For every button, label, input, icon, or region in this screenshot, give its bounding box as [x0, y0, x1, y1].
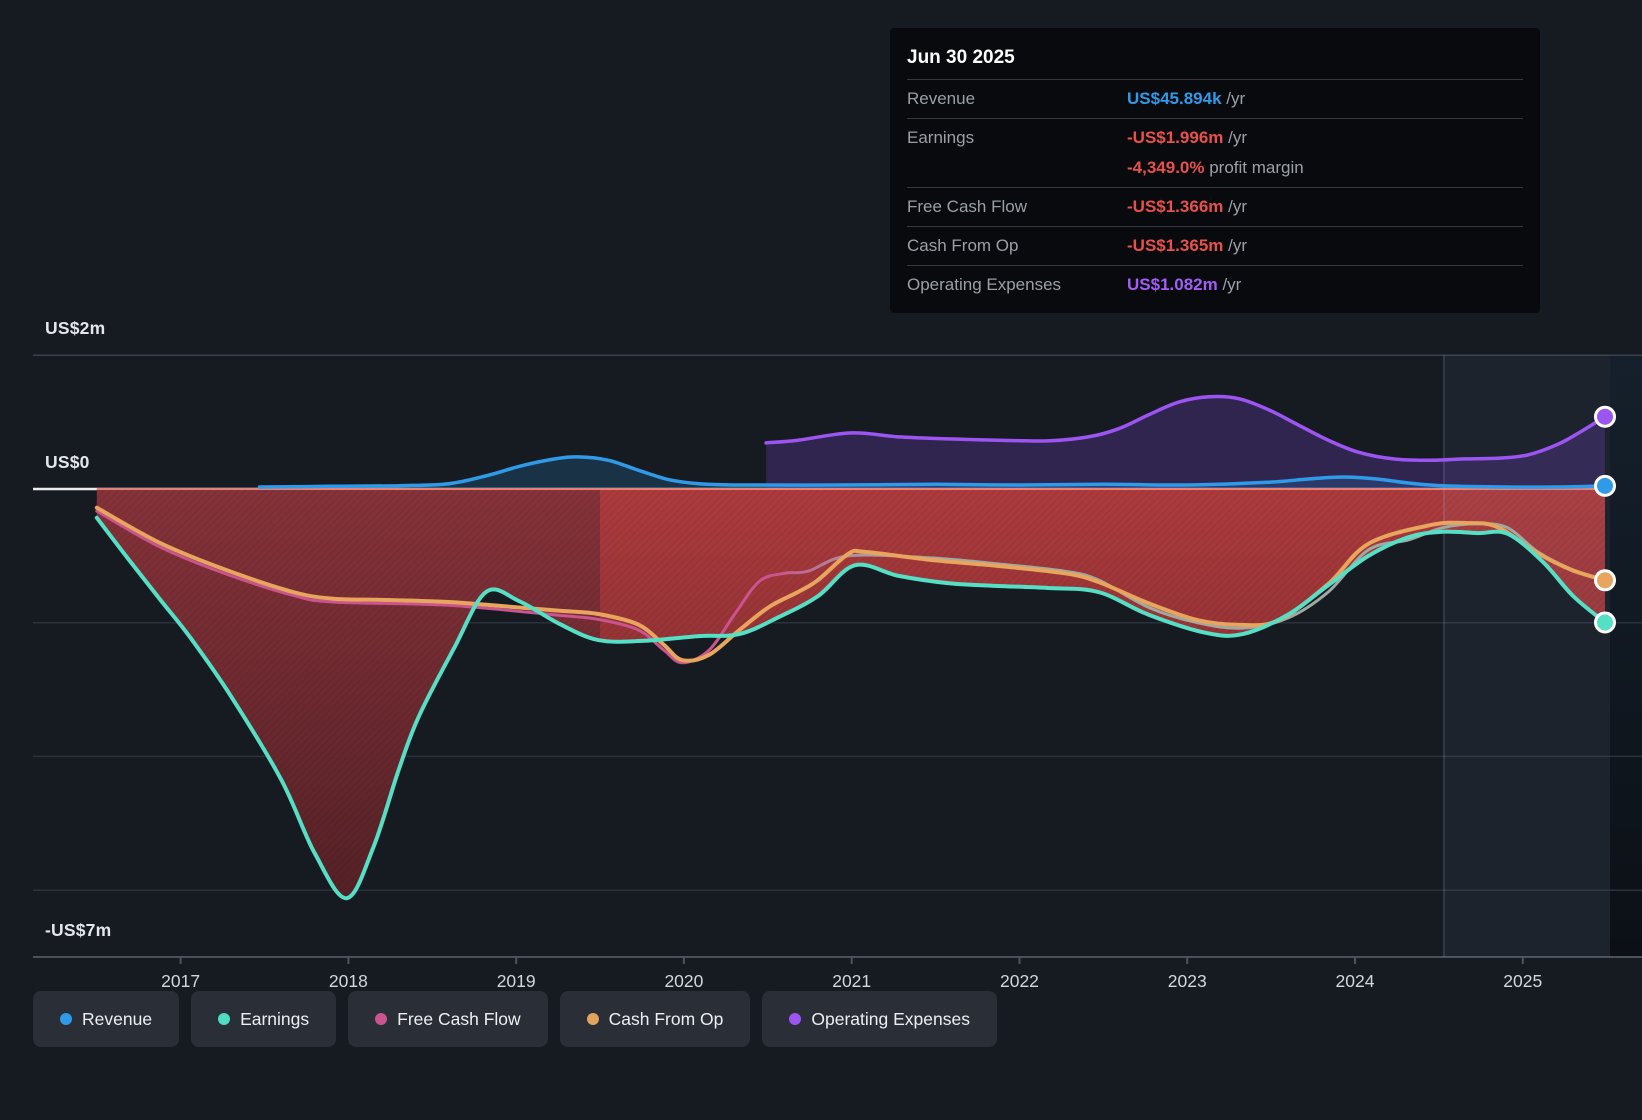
- tooltip-row-cash-from-op: Cash From Op -US$1.365m /yr: [907, 226, 1523, 265]
- legend-item-revenue[interactable]: Revenue: [33, 991, 180, 1047]
- legend-label: Operating Expenses: [811, 1008, 970, 1029]
- legend-dot-cash-from-op: [586, 1013, 599, 1025]
- legend-dot-earnings: [218, 1013, 231, 1025]
- tooltip-row-suffix: /yr: [1217, 275, 1242, 294]
- legend-item-cash-from-op[interactable]: Cash From Op: [559, 991, 751, 1047]
- loss-area-texture: [96, 489, 1605, 899]
- tooltip-row-free-cash-flow: Free Cash Flow -US$1.366m /yr: [907, 187, 1523, 226]
- x-axis-label-2019: 2019: [496, 971, 536, 991]
- x-axis-label-2024: 2024: [1335, 971, 1375, 991]
- tooltip-row-suffix: /yr: [1223, 197, 1247, 216]
- tooltip-row-label: Revenue: [907, 89, 976, 108]
- tooltip-row-label: Free Cash Flow: [907, 197, 1027, 216]
- series-line-revenue: [257, 455, 1607, 489]
- revenue-area: [259, 456, 1605, 489]
- chart-right-margin: [1610, 355, 1642, 957]
- x-axis-label-2021: 2021: [832, 971, 872, 991]
- tooltip-row-value: -US$1.366m: [1127, 197, 1224, 216]
- tooltip-row-operating-expenses: Operating Expenses US$1.082m /yr: [907, 265, 1523, 304]
- legend-label: Earnings: [240, 1008, 310, 1029]
- highlight-band: [1443, 355, 1610, 957]
- chart-legend: Revenue Earnings Free Cash Flow Cash From O…: [33, 991, 997, 1047]
- legend-label: Free Cash Flow: [397, 1008, 521, 1029]
- tooltip-row-label: Earnings: [907, 128, 975, 147]
- legend-dot-free-cash-flow: [375, 1013, 388, 1025]
- chart-tooltip: Jun 30 2025 Revenue US$45.894k /yr Earning…: [890, 28, 1540, 313]
- tooltip-row-value: US$1.082m: [1127, 275, 1218, 294]
- tooltip-row-value: -US$1.365m: [1127, 236, 1224, 255]
- x-axis-label-2023: 2023: [1167, 971, 1207, 991]
- tooltip-row-suffix: /yr: [1223, 236, 1247, 255]
- series-line-cash-from-op: [94, 505, 1607, 663]
- tooltip-row-earnings: Earnings -US$1.996m /yr -4,349.0% profit m…: [907, 118, 1523, 187]
- tooltip-row-value: -US$1.996m: [1127, 128, 1224, 147]
- series-end-dot-cash-from-op: [1594, 569, 1616, 592]
- tooltip-date: Jun 30 2025: [907, 47, 1015, 68]
- series-line-operating-expenses: [764, 394, 1607, 463]
- x-axis-label-2022: 2022: [999, 971, 1039, 991]
- tooltip-profit-margin: -4,349.0% profit margin: [1127, 158, 1304, 177]
- series-line-earnings: [94, 515, 1607, 901]
- tooltip-row-suffix: /yr: [1223, 128, 1247, 147]
- x-axis-label-2018: 2018: [328, 971, 368, 991]
- legend-dot-revenue: [60, 1013, 72, 1025]
- legend-item-earnings[interactable]: Earnings: [191, 991, 337, 1047]
- tooltip-row-label: Cash From Op: [907, 236, 1019, 255]
- legend-item-free-cash-flow[interactable]: Free Cash Flow: [348, 991, 548, 1047]
- tooltip-row-revenue: Revenue US$45.894k /yr: [907, 79, 1523, 118]
- x-axis-label-2025: 2025: [1503, 971, 1543, 991]
- legend-label: Revenue: [82, 1008, 153, 1029]
- legend-item-operating-expenses[interactable]: Operating Expenses: [762, 991, 997, 1047]
- legend-dot-operating-expenses: [789, 1013, 802, 1025]
- x-axis-label-2017: 2017: [161, 971, 201, 991]
- series-end-dot-operating-expenses: [1594, 405, 1616, 428]
- legend-label: Cash From Op: [608, 1008, 724, 1029]
- series-end-dot-earnings: [1594, 611, 1616, 634]
- series-end-dot-revenue: [1594, 474, 1616, 497]
- x-axis-label-2020: 2020: [664, 971, 704, 991]
- y-axis-label: US$2m: [45, 318, 106, 339]
- tooltip-row-suffix: /yr: [1221, 89, 1246, 108]
- y-axis-label: -US$7m: [45, 920, 112, 940]
- tooltip-row-value: US$45.894k: [1127, 89, 1222, 108]
- opex-area: [766, 396, 1605, 489]
- y-axis-label: US$0: [45, 452, 90, 472]
- tooltip-row-label: Operating Expenses: [907, 275, 1062, 294]
